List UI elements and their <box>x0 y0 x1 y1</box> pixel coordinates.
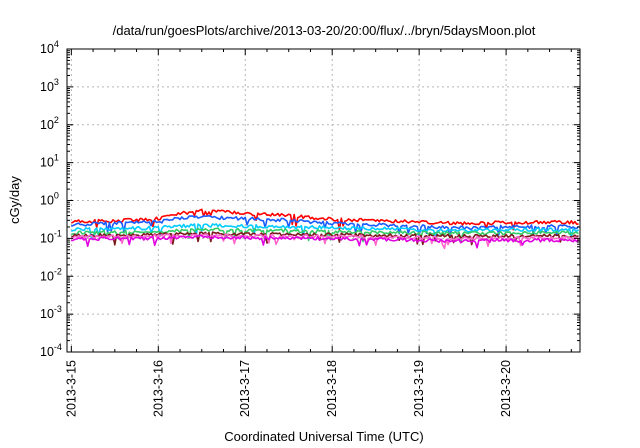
x-tick-label: 2013-3-16 <box>151 360 165 417</box>
x-tick-label: 2013-3-15 <box>64 360 78 417</box>
y-tick-label: 10-3 <box>40 304 62 321</box>
series-line <box>71 234 580 249</box>
series-line <box>70 231 579 246</box>
series-line <box>70 223 580 240</box>
y-tick-label: 103 <box>40 77 59 94</box>
y-tick-label: 10-4 <box>40 342 62 359</box>
y-tick-exponent: 1 <box>54 153 59 163</box>
grid-layer <box>67 49 580 352</box>
y-tick-label: 10-2 <box>40 266 62 283</box>
y-tick-label: 102 <box>40 115 59 132</box>
y-tick-label: 101 <box>40 153 59 170</box>
y-tick-exponent: 3 <box>54 77 59 87</box>
y-tick-exponent: -1 <box>54 228 62 238</box>
y-tick-exponent: 4 <box>54 39 59 49</box>
series-line <box>71 233 580 250</box>
y-tick-exponent: -2 <box>54 266 62 276</box>
x-axis-label: Coordinated Universal Time (UTC) <box>224 429 423 444</box>
y-tick-exponent: -4 <box>54 342 62 352</box>
x-tick-label: 2013-3-17 <box>238 360 252 417</box>
x-tick-label: 2013-3-18 <box>325 360 339 417</box>
y-tick-label: 100 <box>40 191 59 208</box>
x-tick-label: 2013-3-20 <box>499 360 513 417</box>
x-tick-label: 2013-3-19 <box>412 360 426 417</box>
y-tick-exponent: 0 <box>54 191 59 201</box>
y-tick-label: 10-1 <box>40 228 62 245</box>
series-line <box>70 208 579 231</box>
y-axis-label: cGy/day <box>7 176 22 224</box>
series-line <box>70 227 579 244</box>
series-layer <box>70 208 580 250</box>
tick-layer <box>67 48 580 353</box>
y-tick-label: 104 <box>40 39 59 56</box>
y-tick-exponent: 2 <box>54 115 59 125</box>
y-tick-exponent: -3 <box>54 304 62 314</box>
chart-title: /data/run/goesPlots/archive/2013-03-20/2… <box>113 23 536 38</box>
